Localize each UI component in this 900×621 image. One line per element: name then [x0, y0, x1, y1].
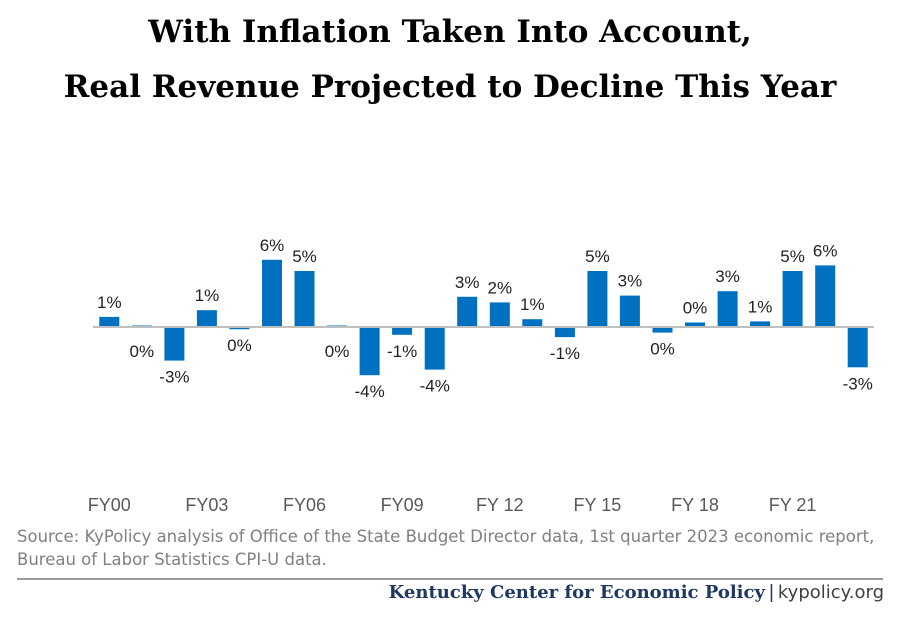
data-label: 0% [227, 336, 252, 355]
footer: Kentucky Center for Economic Policy | kypo… [389, 582, 884, 604]
data-label: 6% [260, 236, 285, 255]
source-note: Source: KyPolicy analysis of Office of t… [17, 527, 875, 569]
footer-divider [17, 578, 883, 580]
x-tick-label: FY 21 [769, 495, 817, 515]
bar-fy22 [815, 265, 836, 327]
data-label: 0% [130, 342, 155, 361]
data-label: -4% [420, 377, 450, 396]
footer-org-name: Kentucky Center for Economic Policy [388, 582, 765, 603]
bar-fy17 [652, 327, 673, 333]
x-tick-label: FY09 [381, 495, 424, 515]
data-label: 0% [650, 340, 675, 359]
data-label: 3% [618, 272, 643, 291]
bar-fy14 [554, 327, 575, 338]
data-label: -3% [159, 368, 189, 387]
data-label: 5% [780, 247, 805, 266]
bar-fy03 [196, 310, 217, 327]
data-label: 3% [455, 273, 480, 292]
bar-fy18 [685, 322, 705, 327]
bar-chart: 1%0%-3%1%0%6%5%0%-4%-1%-4%3% 2%1%-1%5%3%0… [88, 236, 874, 515]
x-tick-label: FY06 [283, 495, 326, 515]
bar-fy15 [587, 271, 608, 327]
bar-fy06 [294, 271, 315, 327]
data-label: -4% [354, 382, 384, 401]
data-label: -1% [550, 344, 580, 363]
data-label: 1% [97, 293, 122, 312]
x-tick-label: FY 18 [671, 495, 719, 515]
data-label: 5% [585, 247, 610, 266]
data-label: 6% [813, 241, 838, 260]
data-label: 3% [715, 267, 740, 286]
data-label: 2% [488, 278, 513, 297]
x-tick-label: FY00 [88, 495, 131, 515]
data-label: 1% [748, 297, 773, 316]
bar-fy21 [782, 271, 803, 327]
bar-fy12 [489, 302, 510, 327]
bar-fy20 [750, 321, 771, 327]
bar-fy09 [392, 327, 413, 335]
bar-fy04 [229, 327, 250, 330]
x-tick-label: FY03 [185, 495, 228, 515]
footer-separator: | [768, 582, 774, 603]
data-label: 0% [325, 342, 350, 361]
bar-fy16 [619, 295, 640, 327]
data-label: 1% [195, 286, 220, 305]
bar-fy23 [847, 327, 868, 368]
data-label: 1% [520, 295, 545, 314]
bar-fy13 [522, 319, 543, 327]
x-tick-label: FY 12 [476, 495, 524, 515]
footer-url[interactable]: kypolicy.org [777, 582, 884, 603]
bar-fy02 [164, 327, 185, 361]
data-label: -1% [387, 342, 417, 361]
data-label: 5% [292, 247, 317, 266]
bar-fy08 [359, 327, 380, 376]
chart-title-line-1: With Inflation Taken Into Account, [148, 14, 752, 50]
data-label: -3% [843, 374, 873, 393]
bar-fy10 [424, 327, 445, 370]
chart-title-line-2: Real Revenue Projected to Decline This Y… [63, 69, 837, 105]
bar-fy00 [99, 316, 120, 327]
bar-fy11 [457, 296, 478, 327]
x-tick-label: FY 15 [574, 495, 622, 515]
data-label: 0% [683, 299, 708, 318]
bar-fy19 [717, 291, 738, 327]
bar-fy05 [262, 259, 282, 327]
